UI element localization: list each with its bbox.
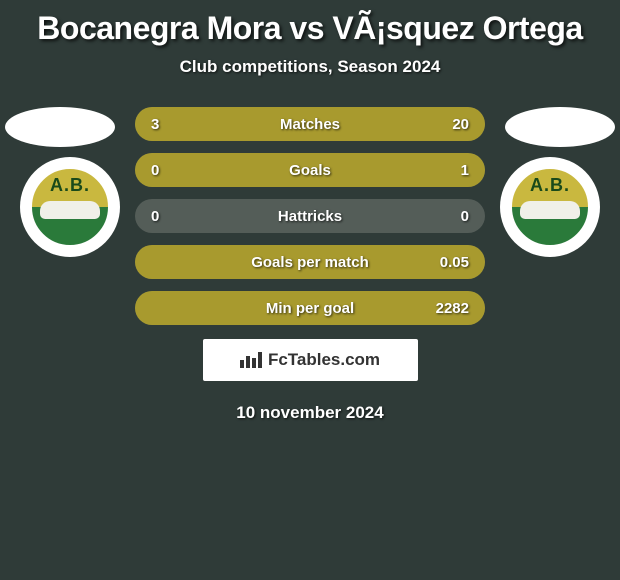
stat-row: Min per goal 2282 [135, 291, 485, 325]
left-badge-inner: A.B. [29, 166, 111, 248]
stat-label: Matches [280, 116, 340, 133]
left-team-badge: A.B. [20, 157, 120, 257]
stat-row: 0 Hattricks 0 [135, 199, 485, 233]
stat-label: Goals [289, 162, 331, 179]
fctables-label: FcTables.com [268, 350, 380, 370]
stat-label: Hattricks [278, 208, 342, 225]
infographic-container: Bocanegra Mora vs VÃ¡squez Ortega Club c… [0, 0, 620, 580]
stat-label: Goals per match [251, 254, 369, 271]
left-badge-animal-icon [40, 201, 100, 219]
stat-row: 0 Goals 1 [135, 153, 485, 187]
right-badge-letters: A.B. [530, 175, 570, 196]
left-team-oval [5, 107, 115, 147]
right-team-oval [505, 107, 615, 147]
stat-value-left: 3 [151, 116, 159, 133]
stats-area: A.B. A.B. 3 Matches 20 0 Goals 1 0 Hattricks 0 Go… [0, 107, 620, 325]
left-badge-letters: A.B. [50, 175, 90, 196]
fctables-badge: FcTables.com [203, 339, 418, 381]
date-text: 10 november 2024 [0, 403, 620, 423]
main-title: Bocanegra Mora vs VÃ¡squez Ortega [0, 0, 620, 47]
stat-value-left: 0 [151, 208, 159, 225]
stat-value-right: 0 [461, 208, 469, 225]
right-badge-inner: A.B. [509, 166, 591, 248]
stat-value-right: 1 [461, 162, 469, 179]
stat-row: Goals per match 0.05 [135, 245, 485, 279]
stat-label: Min per goal [266, 300, 354, 317]
stat-row: 3 Matches 20 [135, 107, 485, 141]
stat-rows: 3 Matches 20 0 Goals 1 0 Hattricks 0 Goals per ma… [135, 107, 485, 325]
right-badge-animal-icon [520, 201, 580, 219]
stat-value-left: 0 [151, 162, 159, 179]
bar-chart-icon [240, 352, 262, 368]
stat-value-right: 0.05 [440, 254, 469, 271]
stat-value-right: 2282 [436, 300, 469, 317]
right-team-badge: A.B. [500, 157, 600, 257]
stat-value-right: 20 [452, 116, 469, 133]
subtitle: Club competitions, Season 2024 [0, 57, 620, 77]
